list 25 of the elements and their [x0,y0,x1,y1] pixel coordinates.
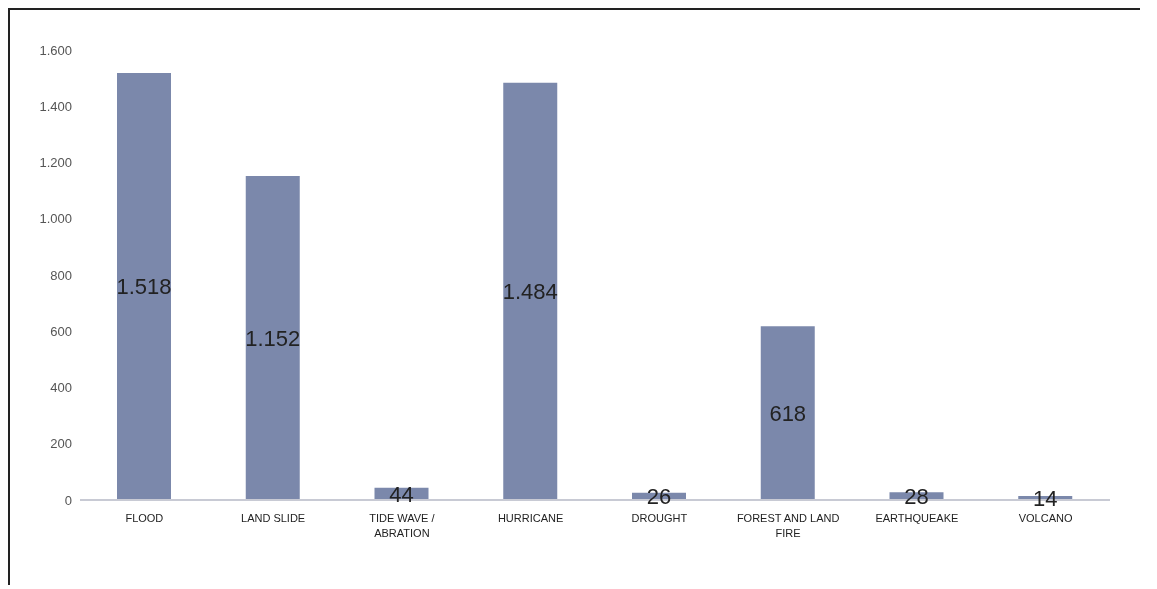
y-tick-label: 200 [50,436,72,452]
y-tick-label: 600 [50,323,72,339]
data-label: 1.518 [116,274,172,300]
y-tick-label: 800 [50,267,72,283]
x-tick-label: FOREST AND LAND FIRE [736,512,840,539]
x-tick-label: LAND SLIDE [241,512,306,524]
x-tick-label: DROUGHT [631,512,688,524]
x-tick-label: VOLCANO [1018,512,1073,524]
bar [117,73,171,500]
data-label: 1.152 [245,325,301,351]
y-tick-label: 1.000 [39,211,72,227]
bar [760,326,815,500]
data-label: 618 [769,400,807,426]
x-tick-label: FLOOD [125,512,164,524]
x-tick-label: HURRICANE [497,512,564,524]
y-tick-label: 1.400 [39,98,72,114]
y-tick-label: 1.600 [39,42,72,58]
x-tick-label: EARTHQUEAKE [875,512,959,524]
x-tick-label: TIDE WAVE / ABRATION [369,512,436,539]
bar [503,82,558,500]
y-tick-label: 400 [50,380,72,396]
y-tick-label: 0 [64,492,72,508]
y-tick-label: 1.200 [39,155,72,171]
data-label: 1.484 [502,279,558,305]
bar [245,176,300,500]
